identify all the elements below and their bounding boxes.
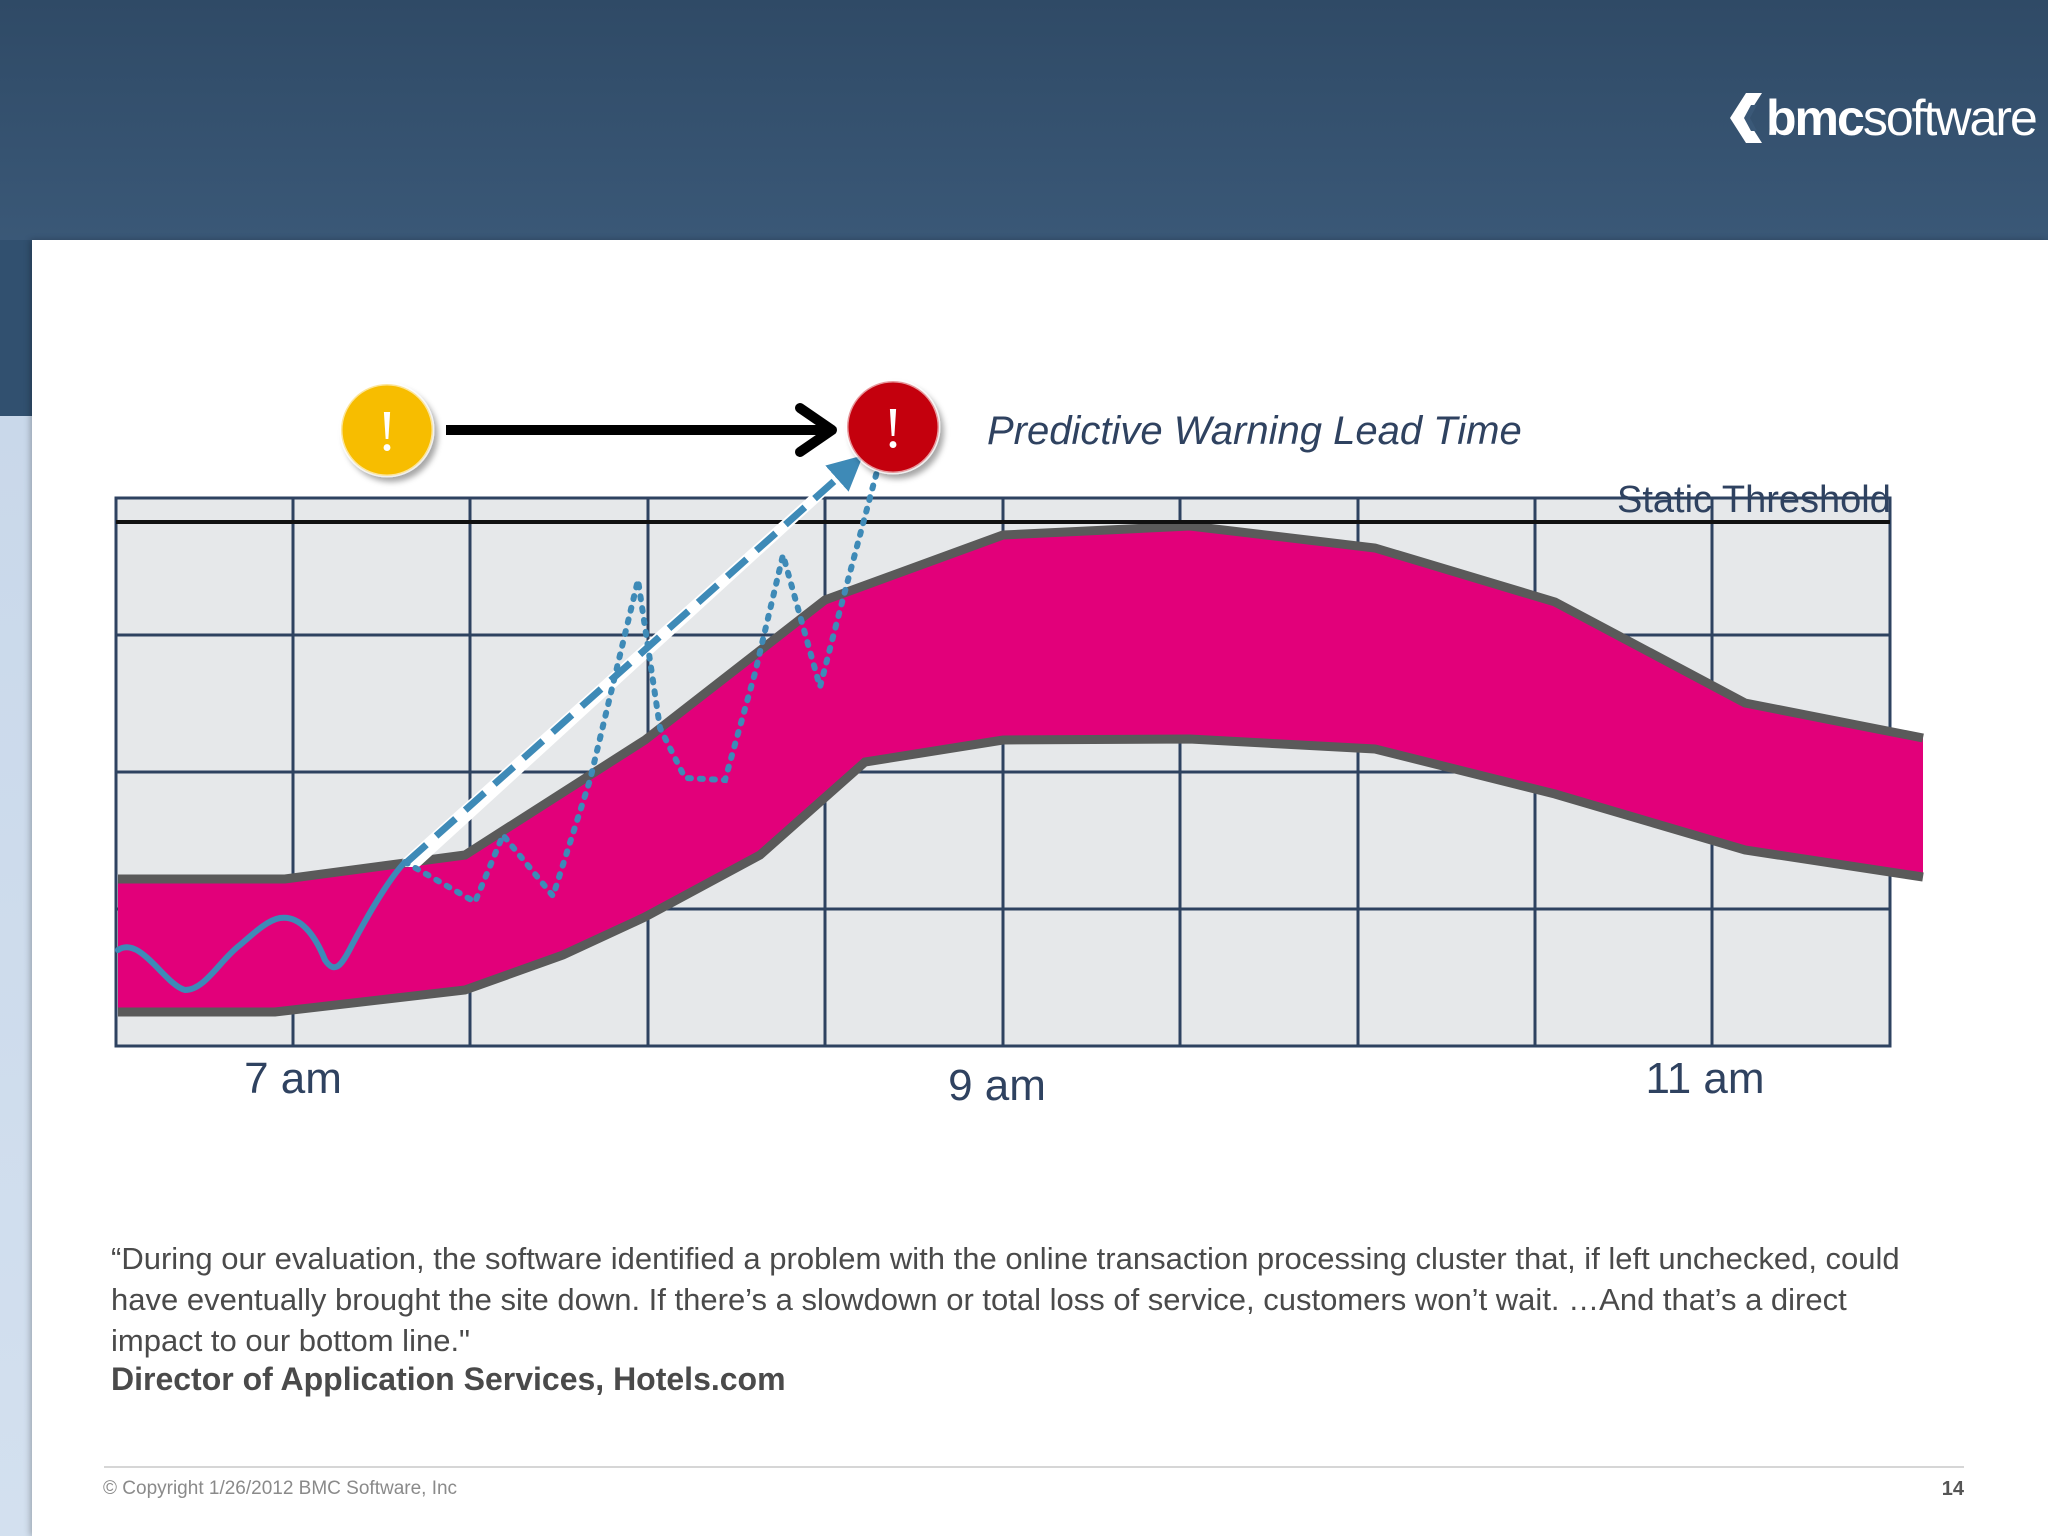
normal-range-band xyxy=(118,526,1923,1012)
critical-alert-icon xyxy=(845,379,941,475)
critical-alert-glyph: ! xyxy=(883,395,902,460)
metric-line-forecast xyxy=(402,457,883,907)
footer-divider xyxy=(104,1466,1964,1468)
time-label-7am: 7 am xyxy=(244,1054,342,1103)
bmc-logo: bmcsoftware xyxy=(1724,88,2038,148)
band-lower-edge xyxy=(118,734,1924,1017)
early-warning-glyph: ! xyxy=(377,398,396,463)
page-number: 14 xyxy=(1941,1478,1964,1500)
copyright-notice: © Copyright 1/26/2012 BMC Software, Inc xyxy=(103,1478,458,1499)
header-band xyxy=(0,0,2048,240)
lead-time-label: Predictive Warning Lead Time xyxy=(987,409,1522,453)
lead-time-arrowhead xyxy=(795,403,837,457)
time-label-9am: 9 am xyxy=(948,1061,1046,1110)
quote-attribution: Director of Application Services, Hotels… xyxy=(111,1361,786,1397)
time-label-11am: 11 am xyxy=(1645,1054,1764,1103)
bmc-logo-mark-icon xyxy=(1730,93,1762,143)
threshold-label: Static Threshold xyxy=(1617,479,1891,521)
metric-line-actual xyxy=(115,859,408,994)
left-accent-band xyxy=(0,240,32,1536)
customer-quote: “During our evaluation, the software ide… xyxy=(111,1241,1900,1358)
bmc-logo-wordmark: bmcsoftware xyxy=(1766,90,2038,146)
prediction-arrow xyxy=(404,455,864,865)
early-warning-icon xyxy=(339,382,435,478)
